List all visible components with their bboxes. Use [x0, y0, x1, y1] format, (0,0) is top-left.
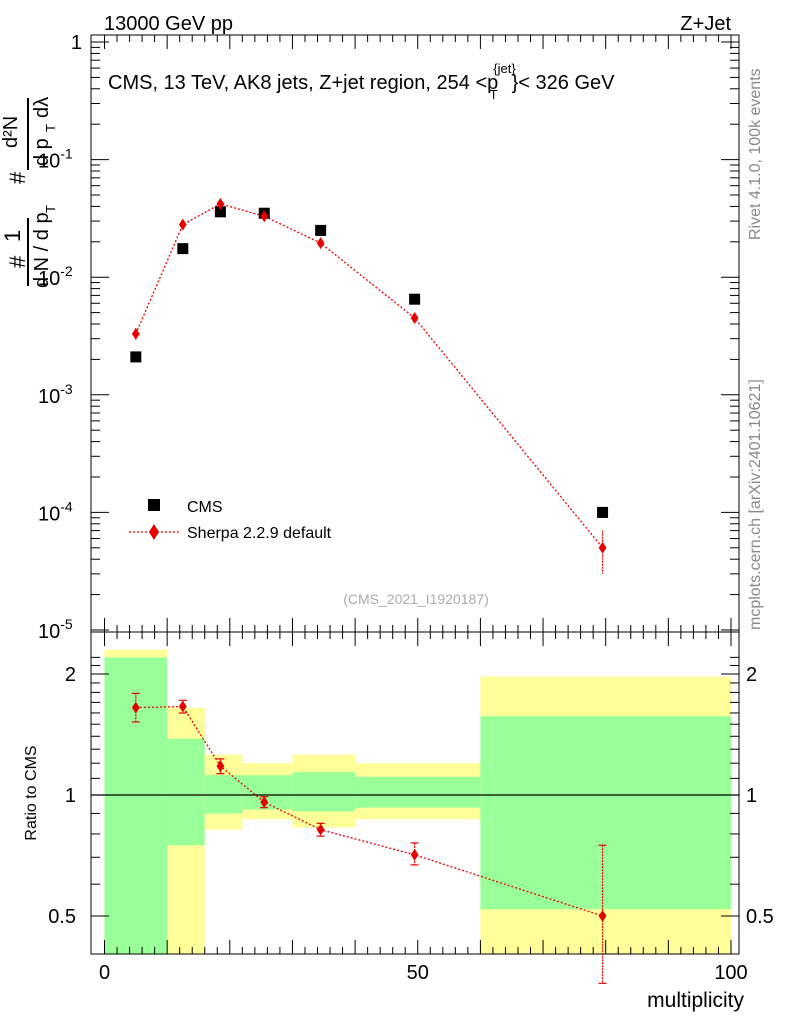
cms-data-point — [597, 506, 609, 518]
sherpa-data-point — [598, 541, 607, 554]
uncertainty-band-green — [167, 738, 205, 846]
x-axis-label: multiplicity — [647, 989, 744, 1012]
svg-text:#: # — [5, 255, 30, 268]
watermark-label: (CMS_2021_I1920187) — [343, 591, 489, 607]
cms-data-point — [177, 243, 189, 255]
uncertainty-band-green — [204, 775, 243, 814]
header-right-label: Z+Jet — [680, 13, 731, 35]
ratio-sherpa-point — [131, 701, 140, 714]
ratio-y-tick-label-right: 2 — [746, 664, 757, 686]
ratio-sherpa-point — [178, 700, 187, 713]
svg-text:d N / d p: d N / d p — [31, 212, 53, 288]
ratio-y-tick-label: 0.5 — [48, 906, 76, 928]
main-y-axis-label: # 1 d N / d p T # d²N d p T dλ — [0, 97, 58, 288]
ratio-sherpa-point — [260, 796, 269, 809]
uncertainty-band-green — [242, 775, 293, 810]
sherpa-data-point — [178, 218, 187, 231]
main-title: CMS, 13 TeV, AK8 jets, Z+jet region, 254… — [108, 61, 615, 102]
uncertainty-band-green — [480, 716, 731, 910]
uncertainty-band-green — [355, 776, 481, 808]
main-y-tick-label: 10-1 — [38, 146, 73, 173]
svg-text:T: T — [43, 205, 58, 213]
ratio-sherpa-point — [410, 848, 419, 861]
ratio-sherpa-point — [216, 760, 225, 773]
ratio-y-axis-label: Ratio to CMS — [23, 745, 40, 840]
uncertainty-band-green — [292, 772, 356, 812]
ratio-frame — [90, 631, 740, 955]
svg-text:d p: d p — [31, 138, 53, 166]
legend-cms-marker — [148, 499, 160, 511]
legend-cms-label: CMS — [187, 499, 223, 516]
header-left-label: 13000 GeV pp — [104, 13, 233, 35]
main-frame — [90, 34, 740, 633]
main-y-tick-label: 10-4 — [38, 498, 73, 525]
main-ticks: 10-5 10-4 10-3 10-2 10-1 1 — [38, 32, 739, 643]
legend: CMS Sherpa 2.2.9 default — [129, 499, 332, 542]
main-y-tick-label: 10-3 — [38, 381, 73, 408]
x-tick-label: 50 — [407, 962, 429, 984]
ratio-y-tick-label: 2 — [65, 664, 76, 686]
svg-text:dλ: dλ — [31, 97, 53, 118]
main-panel: 10-5 10-4 10-3 10-2 10-1 1 CMS, 13 TeV, AK8 j… — [0, 32, 740, 643]
main-y-tick-label: 10-5 — [38, 616, 73, 643]
legend-sherpa-marker — [149, 524, 159, 540]
ratio-panel: 0.5 0.5 1 1 2 2 0 50 100 Ratio to CMS multiplici… — [23, 631, 774, 1012]
svg-text:1: 1 — [0, 230, 25, 242]
ratio-bands — [104, 649, 731, 954]
main-points — [130, 197, 609, 554]
sherpa-data-point — [316, 237, 325, 250]
ratio-sherpa-point — [316, 823, 325, 836]
svg-text:T: T — [43, 124, 58, 132]
main-y-tick-label: 1 — [71, 32, 82, 54]
source-label: mcplots.cern.ch [arXiv:2401.10621] — [747, 379, 764, 630]
x-tick-label: 100 — [714, 962, 747, 984]
legend-sherpa-label: Sherpa 2.2.9 default — [187, 525, 332, 542]
x-tick-label: 0 — [99, 962, 110, 984]
sherpa-curve — [135, 203, 604, 549]
ratio-sherpa-point — [598, 910, 607, 922]
cms-data-point — [409, 293, 421, 305]
ratio-points — [131, 700, 607, 922]
main-series-lines — [135, 202, 604, 574]
sherpa-data-point — [216, 197, 225, 210]
rivet-version-label: Rivet 4.1.0, 100k events — [747, 68, 764, 240]
cms-data-point — [214, 206, 226, 218]
sherpa-data-point — [131, 327, 140, 340]
ratio-y-tick-label-right: 1 — [746, 785, 757, 807]
ratio-ticks: 0.5 0.5 1 1 2 2 0 50 100 — [48, 632, 774, 984]
svg-text:#: # — [5, 171, 30, 184]
cms-data-point — [315, 224, 327, 236]
svg-text:d²N: d²N — [0, 116, 22, 148]
sherpa-data-point — [260, 210, 269, 223]
ratio-y-tick-label: 1 — [65, 785, 76, 807]
ratio-y-tick-label-right: 0.5 — [746, 906, 774, 928]
sherpa-data-point — [410, 311, 419, 324]
cms-data-point — [130, 351, 142, 363]
main-y-tick-label: 10-2 — [38, 263, 73, 290]
